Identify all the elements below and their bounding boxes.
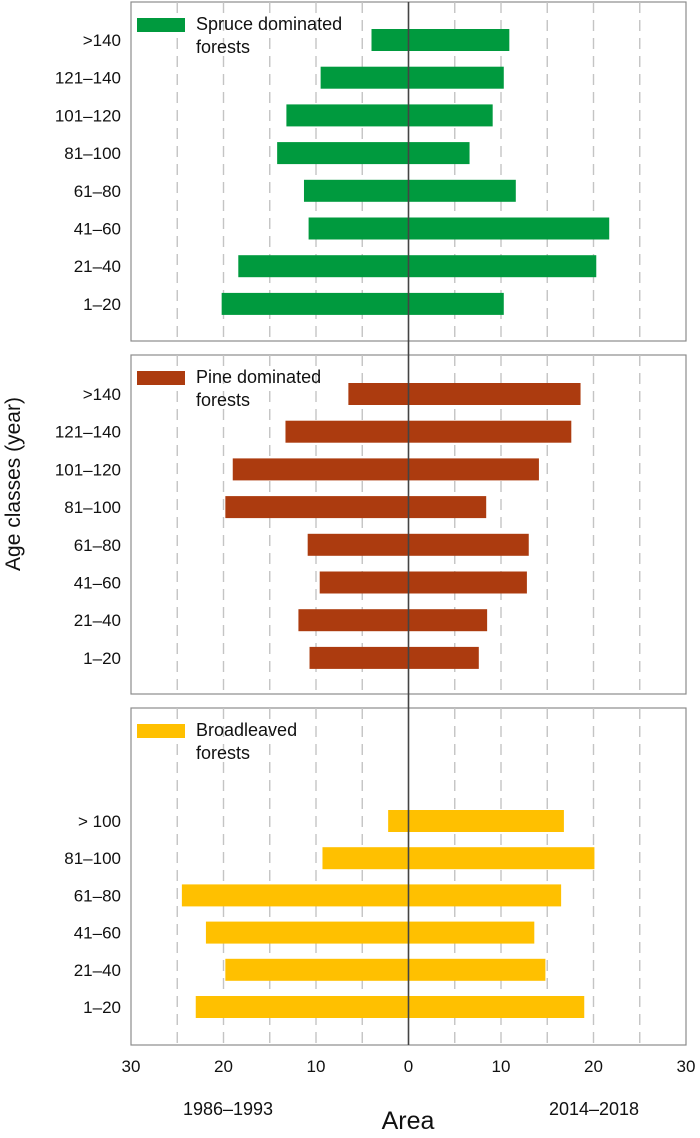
bar-2-right-0 [408,810,564,832]
bar-1-right-3 [408,496,487,519]
category-label: 21–40 [74,611,121,630]
chart-panels: >140 121–140 101–120 81–100 61–80 41–60 21–40 1… [55,1,687,1046]
x-tick-label: 20 [584,1057,603,1076]
category-label: >140 [83,31,121,50]
category-label: > 100 [78,812,121,831]
category-label: >140 [83,385,121,404]
category-label: 41–60 [74,220,121,239]
bar-0-left-6 [238,255,409,278]
category-label: 81–100 [64,498,121,517]
legend-label: Spruce dominated [196,14,342,34]
bar-0-right-3 [408,142,470,165]
category-label: 21–40 [74,961,121,980]
bar-2-right-2 [408,884,562,907]
bar-1-right-0 [408,383,581,405]
legend-label: Pine dominated [196,367,321,387]
legend-label: Broadleaved [196,720,297,740]
bar-2-left-0 [388,810,409,832]
category-label: 121–140 [55,423,121,442]
bar-2-left-3 [205,921,409,944]
x-tick-label: 30 [677,1057,696,1076]
bar-0-right-4 [408,179,516,202]
bar-1-right-5 [408,571,527,594]
bar-0-left-2 [286,104,409,127]
x-tick-labels: 30 20 10 0 10 20 30 [122,1057,696,1076]
bar-2-right-4 [408,958,546,981]
category-label: 101–120 [55,106,121,125]
x-tick-label: 0 [404,1057,413,1076]
bar-0-right-5 [408,217,610,240]
y-axis-label: Age classes (year) [2,397,25,571]
bar-1-left-5 [319,571,409,594]
bar-1-right-6 [408,609,488,632]
bar-0-left-7 [221,292,409,315]
bar-1-left-1 [285,420,409,443]
bar-1-right-4 [408,533,529,556]
x-tick-label: 30 [122,1057,141,1076]
bar-1-left-7 [309,646,409,669]
bar-0-right-7 [408,292,504,315]
legend-label: forests [196,743,250,763]
category-label: 21–40 [74,257,121,276]
bar-0-right-0 [408,29,510,51]
legend-label: forests [196,390,250,410]
category-label: 1–20 [83,295,121,314]
bar-2-left-5 [195,996,409,1018]
legend-label: forests [196,37,250,57]
bar-1-right-1 [408,420,572,443]
bar-1-left-4 [307,533,409,556]
category-label: 1–20 [83,998,121,1017]
bar-1-right-7 [408,646,479,669]
category-label: 41–60 [74,924,121,943]
category-label: 81–100 [64,849,121,868]
bar-0-left-1 [320,66,409,89]
chart-panel: > 100 81–100 61–80 41–60 21–40 1–20 Broadleave… [64,707,687,1046]
bar-2-right-3 [408,921,535,944]
category-label: 101–120 [55,460,121,479]
bar-2-right-5 [408,996,585,1018]
category-label: 61–80 [74,886,121,905]
bar-0-left-3 [277,142,409,165]
category-label: 1–20 [83,649,121,668]
bar-2-right-1 [408,847,595,870]
category-label: 41–60 [74,574,121,593]
bar-1-right-2 [408,458,539,481]
bar-0-left-4 [303,179,409,202]
bar-1-left-3 [225,496,409,519]
category-label: 121–140 [55,69,121,88]
bar-0-right-6 [408,255,597,278]
bar-0-right-2 [408,104,493,127]
bar-0-left-5 [308,217,409,240]
bar-2-left-1 [322,847,409,870]
bar-2-left-2 [181,884,409,907]
x-tick-label: 10 [307,1057,326,1076]
bar-1-left-2 [232,458,409,481]
bar-0-right-1 [408,66,504,89]
chart-panel: >140 121–140 101–120 81–100 61–80 41–60 21–40 1… [55,1,687,342]
bar-1-left-0 [348,383,409,405]
legend-swatch [137,18,185,32]
category-label: 61–80 [74,536,121,555]
category-label: 61–80 [74,182,121,201]
legend-swatch [137,724,185,738]
legend-swatch [137,371,185,385]
x-tick-label: 10 [492,1057,511,1076]
bar-2-left-4 [225,958,409,981]
category-label: 81–100 [64,144,121,163]
x-tick-label: 20 [214,1057,233,1076]
x-axis-label: Area [382,1107,435,1133]
bar-0-left-0 [371,29,409,51]
bar-1-left-6 [298,609,409,632]
chart-panel: >140 121–140 101–120 81–100 61–80 41–60 21–40 1… [55,354,687,695]
left-period-label: 1986–1993 [183,1099,273,1119]
right-period-label: 2014–2018 [549,1099,639,1119]
